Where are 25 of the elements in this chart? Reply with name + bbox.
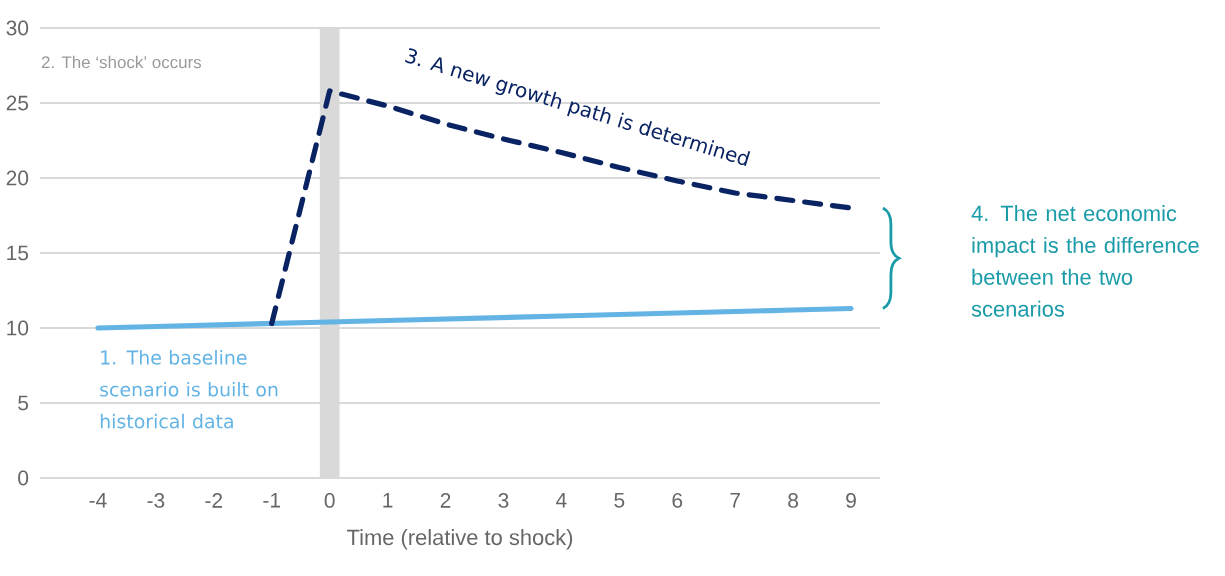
x-axis-title: Time (relative to shock): [347, 529, 573, 550]
x-tick-label: 2: [440, 493, 451, 508]
y-tick-label: 0: [18, 470, 29, 486]
y-tick-label: 25: [6, 95, 29, 111]
x-tick-label: 8: [788, 493, 799, 508]
text: 4. The net economic impact is the difference between the two scenarios: [971, 205, 1199, 317]
x-tick-label: -2: [205, 493, 223, 508]
x-tick-label: -4: [89, 493, 107, 508]
x-tick-label: 4: [556, 493, 567, 508]
y-tick-label: 15: [7, 245, 29, 261]
y-tick-label: 20: [6, 170, 29, 186]
x-tick-label: 0: [324, 493, 335, 508]
y-tick-label: 10: [7, 320, 29, 336]
x-tick-label: -3: [147, 493, 165, 508]
x-tick-label: -1: [263, 493, 280, 508]
y-tick-label: 5: [18, 395, 29, 411]
series-label: 1. The baseline scenario is built on historical data: [100, 350, 278, 429]
annotation: 2. The ‘shock’ occurs: [41, 55, 202, 69]
x-tick-label: 1: [383, 493, 393, 508]
x-tick-label: 6: [672, 493, 683, 508]
x-tick-label: 3: [498, 493, 509, 508]
y-tick-label: 30: [6, 20, 29, 36]
x-tick-label: 5: [614, 493, 625, 508]
x-tick-label: 9: [846, 493, 856, 508]
x-tick-label: 7: [730, 493, 740, 508]
